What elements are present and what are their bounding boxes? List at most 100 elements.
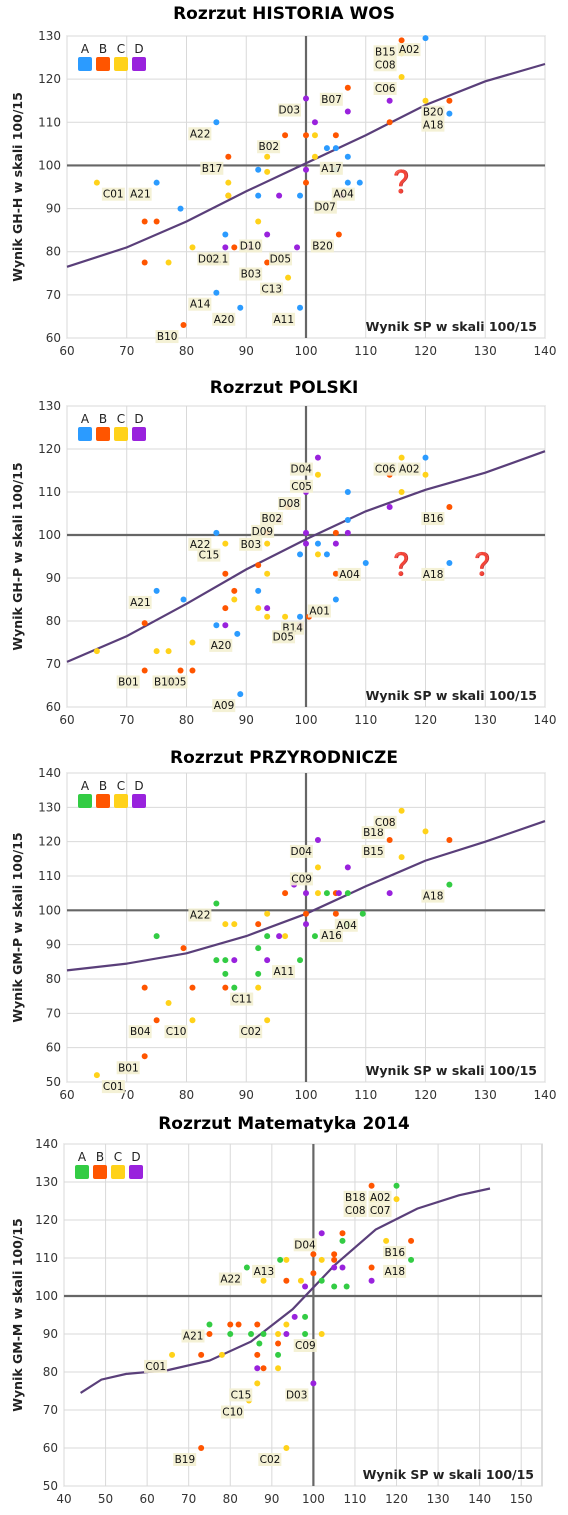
data-point-B	[408, 1237, 415, 1244]
point-label-bg	[361, 826, 385, 840]
data-point-C	[93, 1072, 100, 1079]
data-point-D	[344, 864, 351, 871]
point-label: A18	[383, 1264, 407, 1278]
data-point-B	[275, 1340, 282, 1347]
point-label: C07	[368, 1204, 392, 1218]
data-point-D	[303, 529, 309, 536]
point-label-bg	[239, 239, 263, 253]
point-label: B02	[260, 512, 284, 526]
data-point-C	[260, 1277, 267, 1284]
data-point-C	[165, 1000, 172, 1007]
chart-panel-historia-wos: Rozrzut HISTORIA WOS 60 70 80 90 100 110 120 13…	[0, 0, 568, 370]
point-label-text: B16	[423, 513, 444, 525]
point-label-text: D05	[270, 253, 291, 265]
y-axis-label: Wynik GM-M w skali 100/15	[10, 1218, 25, 1412]
data-point-B	[254, 1351, 261, 1358]
data-point-A	[302, 1331, 309, 1337]
x-tick-label: 60	[59, 344, 74, 358]
data-point-A	[264, 933, 271, 940]
data-point-A	[297, 304, 304, 311]
legend-label-A: A	[81, 412, 90, 426]
data-point-B	[335, 231, 342, 238]
data-point-D	[303, 166, 309, 173]
y-tick-label: 130	[35, 1175, 58, 1189]
data-point-C	[165, 259, 172, 266]
data-point-A	[302, 1313, 309, 1320]
data-point-A	[446, 881, 453, 888]
point-label-text: B04	[130, 1026, 151, 1038]
point-label: A14	[188, 297, 212, 311]
point-label: D09	[251, 524, 275, 538]
chart-svg-1: 60 70 80 90 100 110 120 130 140 60 70 80 90 100 110 120…	[10, 399, 556, 727]
point-label-text: A11	[273, 966, 294, 978]
data-point-A	[213, 119, 220, 126]
data-point-D	[339, 1264, 346, 1271]
data-point-C	[264, 570, 271, 577]
point-label-bg	[278, 103, 301, 117]
data-point-B	[303, 179, 309, 186]
y-tick-label: 120	[38, 835, 61, 849]
legend-label-B: B	[99, 412, 107, 426]
legend-label-A: A	[81, 779, 90, 793]
data-point-C	[282, 933, 289, 940]
point-label: B01	[116, 675, 140, 689]
x-tick-label: 40	[56, 1492, 71, 1506]
data-point-B	[344, 84, 351, 91]
x-tick-label: 70	[181, 1492, 196, 1506]
data-point-B	[446, 504, 453, 511]
point-label: C02	[258, 1453, 282, 1466]
point-label: A20	[209, 638, 233, 652]
data-point-C	[93, 648, 100, 655]
point-label-bg	[229, 1388, 253, 1402]
data-point-A	[153, 179, 160, 186]
point-label: A21	[128, 595, 152, 609]
point-label: D10	[239, 239, 263, 253]
x-tick-label: 140	[534, 344, 557, 358]
data-point-B	[398, 37, 405, 44]
x-tick-label: 50	[98, 1492, 113, 1506]
data-point-A	[297, 551, 304, 558]
point-label: D08	[278, 497, 301, 510]
y-tick-label: 80	[43, 1365, 58, 1379]
x-tick-label: 60	[59, 713, 74, 727]
point-label-bg	[220, 1405, 244, 1419]
point-label-text: B15	[375, 46, 396, 58]
data-point-A	[323, 145, 330, 152]
data-point-B	[303, 910, 309, 917]
y-tick-label: 50	[43, 1479, 58, 1493]
point-label-text: A04	[333, 189, 354, 201]
point-label-text: C11	[231, 994, 252, 1006]
y-tick-label: 90	[46, 938, 61, 952]
x-axis-label: Wynik SP w skali 100/15	[366, 688, 537, 703]
data-point-C	[285, 274, 292, 281]
x-axis-label: Wynik SP w skali 100/15	[366, 319, 537, 334]
point-label: A02	[397, 462, 421, 476]
point-label: D03	[278, 103, 301, 117]
point-label-text: C09	[291, 873, 312, 885]
data-point-A	[408, 1256, 415, 1263]
x-tick-label: 90	[239, 344, 254, 358]
data-point-C	[264, 168, 271, 175]
data-point-A	[231, 984, 238, 991]
point-label-bg	[334, 918, 358, 932]
point-label-bg	[313, 200, 337, 214]
legend-label-D: D	[131, 1150, 140, 1164]
data-point-D	[303, 95, 309, 102]
data-point-D	[264, 231, 271, 238]
point-label-text: C08	[345, 1205, 366, 1217]
point-label-text: B03	[241, 539, 262, 551]
point-label-text: C09	[295, 1340, 316, 1352]
point-label-bg	[155, 330, 179, 344]
x-tick-label: 70	[119, 713, 134, 727]
x-tick-label: 100	[295, 1088, 318, 1102]
point-label: A01	[307, 604, 331, 618]
data-point-A	[362, 559, 369, 566]
data-point-D	[303, 540, 309, 547]
data-point-A	[256, 1340, 263, 1347]
point-label-text: A21	[130, 189, 151, 201]
data-point-B	[153, 1017, 160, 1024]
point-label: B18	[343, 1190, 367, 1204]
data-point-D	[303, 921, 309, 928]
point-label: B02	[257, 140, 281, 154]
data-point-D	[264, 957, 271, 964]
